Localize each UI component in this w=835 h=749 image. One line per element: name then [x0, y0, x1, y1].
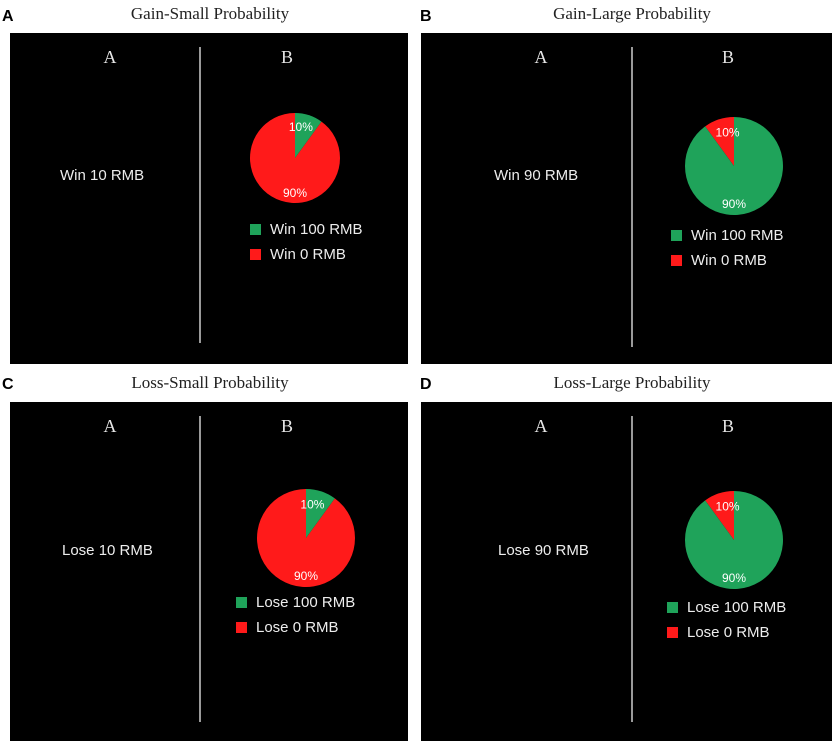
pie-label-green: 10%	[289, 120, 313, 134]
legend-item-red: Win 0 RMB	[671, 248, 784, 273]
stimulus-screen-loss-large: A B Lose 90 RMB 10% 90% Lose 100 RMB Lose…	[421, 402, 832, 741]
option-a-text: Win 10 RMB	[60, 167, 145, 184]
probability-pie: 10% 90%	[257, 489, 355, 587]
legend-swatch-red	[667, 627, 678, 638]
legend-item-green: Lose 100 RMB	[667, 595, 786, 620]
stimulus-screen-gain-large: A B Win 90 RMB 10% 90% Win 100 RMB Win 0 …	[421, 33, 832, 364]
panel-title: Loss-Large Probability	[553, 373, 711, 392]
legend-label: Win 0 RMB	[691, 252, 767, 269]
legend-item-red: Lose 0 RMB	[667, 620, 786, 645]
stimulus-screen-loss-small: A B Lose 10 RMB 10% 90% Lose 100 RMB Lose…	[10, 402, 408, 741]
option-b-heading: B	[721, 416, 734, 436]
legend-label: Lose 100 RMB	[256, 594, 356, 611]
pie-legend: Lose 100 RMB Lose 0 RMB	[667, 595, 786, 645]
legend-item-green: Lose 100 RMB	[236, 590, 355, 615]
pie-legend: Win 100 RMB Win 0 RMB	[671, 223, 784, 273]
pie-slice-red	[705, 491, 734, 540]
pie-legend: Win 100 RMB Win 0 RMB	[250, 217, 363, 267]
stimulus-screen-gain-small: A B Win 10 RMB 10% 90% Win 100 RMB Win 0 …	[10, 33, 408, 364]
panel-title: Gain-Small Probability	[130, 4, 290, 23]
panel-title: Gain-Large Probability	[553, 4, 711, 23]
panel-letter: C	[2, 376, 14, 393]
legend-label: Win 100 RMB	[270, 221, 363, 238]
option-a-text: Lose 90 RMB	[498, 542, 589, 559]
legend-swatch-green	[671, 230, 682, 241]
probability-pie: 10% 90%	[685, 117, 783, 215]
pie-label-green: 90%	[722, 197, 746, 211]
legend-item-green: Win 100 RMB	[250, 217, 363, 242]
legend-item-red: Lose 0 RMB	[236, 615, 355, 640]
legend-label: Win 100 RMB	[691, 227, 784, 244]
option-b-heading: B	[280, 47, 293, 67]
pie-label-red: 10%	[716, 125, 740, 139]
option-a-heading: A	[103, 47, 117, 67]
pie-label-green: 90%	[722, 571, 746, 585]
pie-slice-green	[685, 117, 783, 215]
pie-legend: Lose 100 RMB Lose 0 RMB	[236, 590, 355, 640]
panel-letter: A	[2, 8, 14, 25]
legend-swatch-green	[250, 224, 261, 235]
probability-pie: 10% 90%	[685, 491, 783, 589]
option-a-text: Win 90 RMB	[494, 167, 579, 184]
option-a-heading: A	[534, 416, 548, 436]
panel-letter: B	[420, 8, 432, 25]
pie-label-red: 90%	[294, 569, 318, 583]
legend-item-red: Win 0 RMB	[250, 242, 363, 267]
pie-slice-green	[685, 491, 783, 589]
probability-pie: 10% 90%	[250, 113, 340, 203]
option-a-text: Lose 10 RMB	[62, 542, 153, 559]
legend-swatch-red	[671, 255, 682, 266]
panel-letter: D	[420, 376, 432, 393]
pie-slice-red	[705, 117, 734, 166]
legend-label: Lose 0 RMB	[256, 619, 339, 636]
option-divider	[631, 416, 633, 722]
pie-slice-green	[306, 489, 335, 538]
legend-item-green: Win 100 RMB	[671, 223, 784, 248]
option-divider	[631, 47, 633, 347]
legend-swatch-green	[236, 597, 247, 608]
legend-label: Lose 0 RMB	[687, 624, 770, 641]
legend-swatch-red	[236, 622, 247, 633]
legend-label: Win 0 RMB	[270, 246, 346, 263]
option-divider	[199, 416, 201, 722]
legend-label: Lose 100 RMB	[687, 599, 787, 616]
legend-swatch-red	[250, 249, 261, 260]
legend-swatch-green	[667, 602, 678, 613]
panel-title: Loss-Small Probability	[131, 373, 289, 392]
option-b-heading: B	[721, 47, 734, 67]
option-a-heading: A	[103, 416, 117, 436]
option-divider	[199, 47, 201, 343]
pie-label-green: 10%	[300, 497, 324, 511]
pie-label-red: 10%	[716, 499, 740, 513]
option-b-heading: B	[280, 416, 293, 436]
pie-slice-green	[295, 113, 322, 158]
pie-label-red: 90%	[283, 186, 307, 200]
option-a-heading: A	[534, 47, 548, 67]
